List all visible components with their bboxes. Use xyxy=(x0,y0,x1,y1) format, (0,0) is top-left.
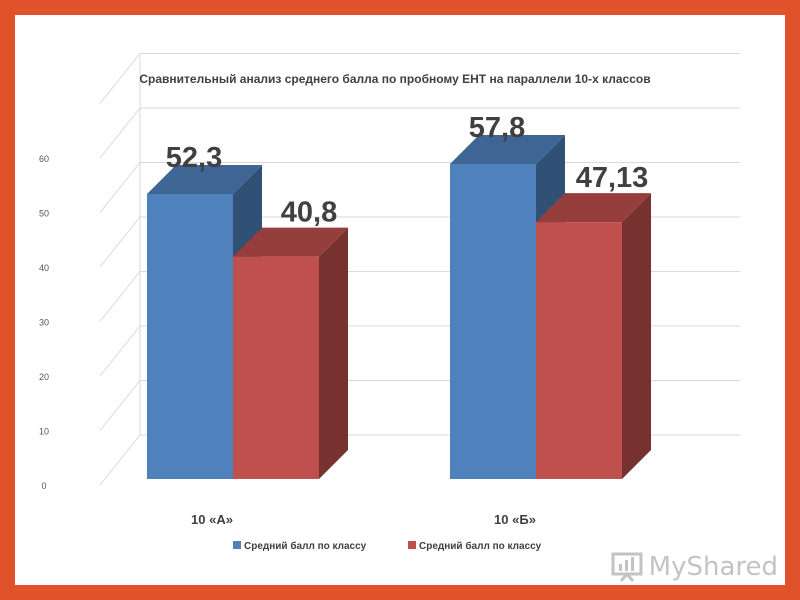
side-gridline xyxy=(99,162,141,213)
side-gridline xyxy=(99,107,141,159)
bar-side xyxy=(622,193,651,480)
y-tick-label: 40 xyxy=(39,263,49,273)
y-tick-label: 30 xyxy=(39,318,49,328)
legend-swatch xyxy=(233,541,241,549)
bar xyxy=(233,256,319,479)
bar-top xyxy=(233,227,348,257)
y-tick-label: 60 xyxy=(39,154,49,164)
data-label: 40,8 xyxy=(281,197,337,229)
watermark: MyShared xyxy=(611,552,778,582)
bar-top xyxy=(147,164,262,194)
slide xyxy=(15,15,785,585)
side-gridline xyxy=(99,434,141,486)
chart-title: Сравнительный анализ среднего балла по п… xyxy=(139,72,650,86)
bar xyxy=(450,163,536,480)
y-tick-label: 0 xyxy=(41,481,46,491)
side-gridline xyxy=(99,53,141,104)
side-gridline xyxy=(99,216,141,268)
legend-swatch xyxy=(408,541,416,549)
data-label: 47,13 xyxy=(576,162,649,194)
y-tick-label: 10 xyxy=(39,427,49,437)
bar-side xyxy=(319,227,348,479)
bar-top xyxy=(450,134,565,164)
y-tick-label: 20 xyxy=(39,372,49,382)
bar xyxy=(147,193,233,479)
bar xyxy=(536,222,622,480)
y-tick-label: 50 xyxy=(39,209,49,219)
data-label: 57,8 xyxy=(469,112,525,144)
x-tick-label: 10 «Б» xyxy=(494,512,536,527)
x-tick-label: 10 «А» xyxy=(191,512,233,527)
side-gridline xyxy=(99,271,141,322)
watermark-text: MyShared xyxy=(648,552,778,582)
bar-top xyxy=(536,193,651,223)
presentation-icon xyxy=(611,552,643,582)
side-gridline xyxy=(99,325,141,377)
side-gridline xyxy=(99,380,141,431)
legend-label: Средний балл по классу xyxy=(244,540,367,552)
data-label: 52,3 xyxy=(166,142,222,174)
legend-label: Средний балл по классу xyxy=(419,540,542,552)
